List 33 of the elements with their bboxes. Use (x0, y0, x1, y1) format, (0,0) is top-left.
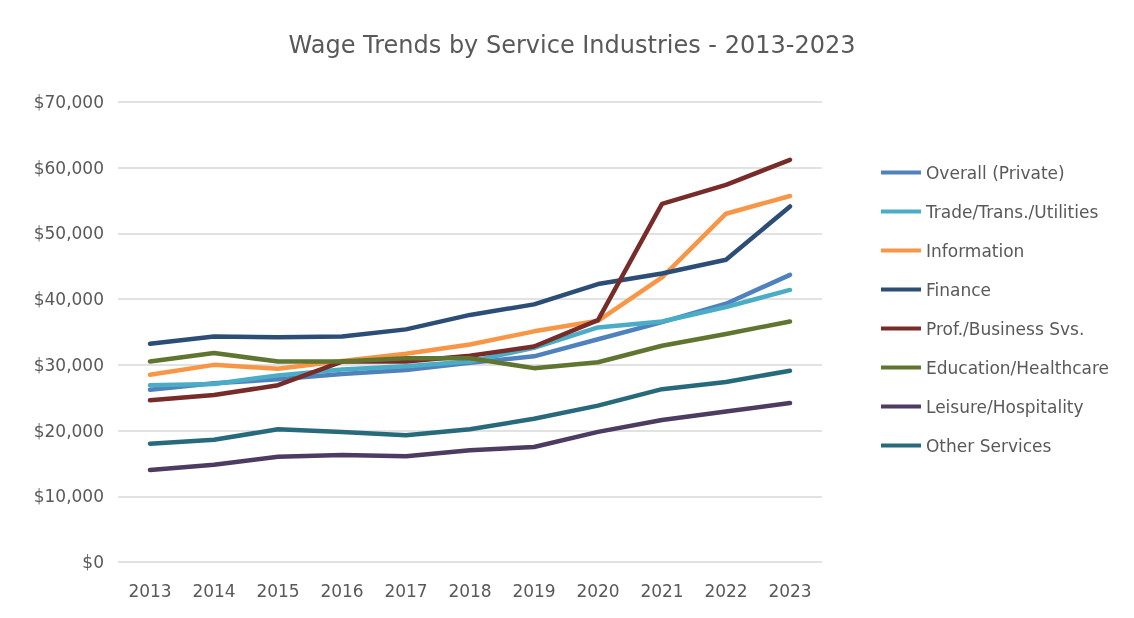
legend-label: Trade/Trans./Utilities (924, 201, 1099, 222)
x-tick-label: 2020 (576, 580, 620, 601)
chart-title: Wage Trends by Service Industries - 2013-2023 (288, 31, 856, 59)
y-tick-label: $30,000 (33, 354, 104, 375)
legend-label: Finance (925, 279, 992, 300)
line-series (147, 287, 793, 388)
x-tick-label: 2013 (128, 580, 172, 601)
y-tick-label: $70,000 (33, 92, 104, 112)
line-series (147, 319, 793, 371)
line-series (147, 204, 793, 347)
x-tick-label: 2016 (320, 580, 364, 601)
x-tick-label: 2018 (448, 580, 492, 601)
legend-label: Overall (Private) (925, 162, 1065, 183)
x-tick-label: 2021 (640, 580, 684, 601)
legend-label: Information (925, 240, 1025, 261)
line-series (147, 400, 793, 473)
legend-label: Other Services (925, 435, 1052, 456)
line-series (147, 368, 793, 446)
x-tick-label: 2015 (256, 580, 300, 601)
y-tick-label: $10,000 (33, 486, 104, 507)
legend-label: Leisure/Hospitality (925, 396, 1084, 417)
x-tick-label: 2023 (768, 580, 812, 601)
y-tick-label: $50,000 (33, 223, 104, 244)
y-tick-label: $40,000 (33, 289, 104, 310)
x-tick-label: 2019 (512, 580, 556, 601)
y-tick-label: $60,000 (33, 157, 104, 178)
x-tick-label: 2022 (704, 580, 748, 601)
x-tick-label: 2014 (192, 580, 236, 601)
x-tick-label: 2017 (384, 580, 428, 601)
y-tick-label: $0 (82, 552, 104, 572)
y-tick-label: $20,000 (33, 420, 104, 441)
legend-label: Prof./Business Svs. (925, 318, 1085, 339)
legend-label: Education/Healthcare (925, 357, 1110, 378)
